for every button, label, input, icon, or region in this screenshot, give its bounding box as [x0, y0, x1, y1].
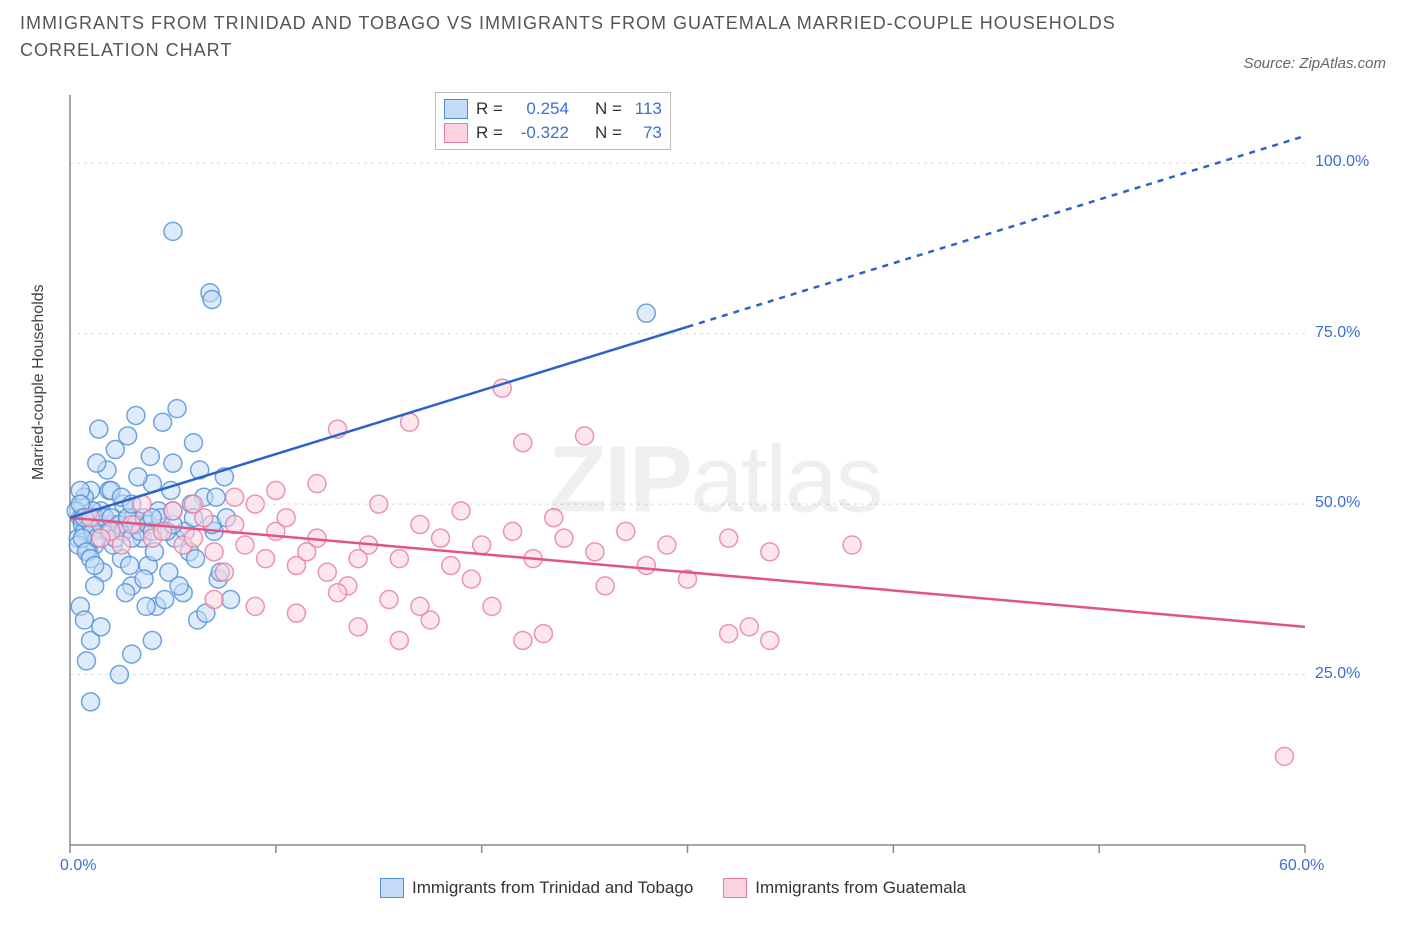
- chart-title: IMMIGRANTS FROM TRINIDAD AND TOBAGO VS I…: [20, 10, 1120, 64]
- legend-item-pink: Immigrants from Guatemala: [723, 878, 966, 898]
- swatch-blue-icon: [380, 878, 404, 898]
- y-tick-label: 25.0%: [1315, 665, 1360, 683]
- swatch-blue-icon: [444, 99, 468, 119]
- legend-label-pink: Immigrants from Guatemala: [755, 878, 966, 898]
- y-tick-label: 75.0%: [1315, 324, 1360, 342]
- legend-stats: R = 0.254 N = 113 R = -0.322 N = 73: [435, 92, 671, 150]
- n-value-blue: 113: [628, 99, 662, 119]
- n-label: N =: [595, 99, 622, 119]
- y-tick-label: 50.0%: [1315, 494, 1360, 512]
- plot-area: ZIPatlas: [65, 90, 1365, 870]
- n-label: N =: [595, 123, 622, 143]
- legend-series: Immigrants from Trinidad and Tobago Immi…: [380, 878, 966, 898]
- r-value-blue: 0.254: [509, 99, 569, 119]
- y-tick-label: 100.0%: [1315, 153, 1369, 171]
- x-tick-label: 60.0%: [1279, 857, 1324, 875]
- legend-label-blue: Immigrants from Trinidad and Tobago: [412, 878, 693, 898]
- legend-row-blue: R = 0.254 N = 113: [444, 97, 662, 121]
- swatch-pink-icon: [723, 878, 747, 898]
- n-value-pink: 73: [628, 123, 662, 143]
- scatter-chart: [65, 90, 1365, 870]
- y-axis-label: Married-couple Households: [30, 284, 48, 480]
- swatch-pink-icon: [444, 123, 468, 143]
- r-value-pink: -0.322: [509, 123, 569, 143]
- x-tick-label: 0.0%: [60, 857, 96, 875]
- legend-row-pink: R = -0.322 N = 73: [444, 121, 662, 145]
- legend-item-blue: Immigrants from Trinidad and Tobago: [380, 878, 693, 898]
- source-label: Source: ZipAtlas.com: [1243, 55, 1386, 72]
- r-label: R =: [476, 123, 503, 143]
- r-label: R =: [476, 99, 503, 119]
